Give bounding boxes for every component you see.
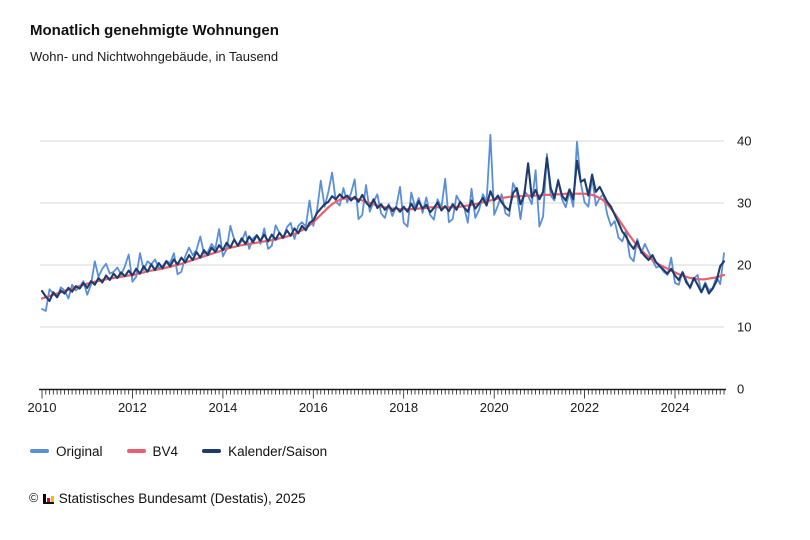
legend-item-bv4: BV4 <box>126 443 179 459</box>
svg-text:2010: 2010 <box>28 400 57 415</box>
chart-canvas: 2010 2012 2014 2016 2018 2020 2022 2024 0 10 20 30 4… <box>28 133 752 416</box>
svg-text:2020: 2020 <box>480 400 509 415</box>
logo-bar-red <box>47 498 50 502</box>
legend-label-bv4: BV4 <box>152 443 179 459</box>
chart-subtitle: Wohn- und Nichtwohngebäude, in Tausend <box>30 49 279 64</box>
destatis-bar-chart-icon <box>43 492 54 504</box>
series-line-kalender-saison <box>40 156 726 303</box>
svg-text:2014: 2014 <box>208 400 237 415</box>
legend-swatch-bv4 <box>126 449 146 453</box>
legend-label-original: Original <box>56 443 103 459</box>
legend-item-kalender-saison: Kalender/Saison <box>202 444 327 459</box>
svg-text:2024: 2024 <box>661 400 690 415</box>
svg-text:2012: 2012 <box>118 400 147 415</box>
series-line-bv4 <box>40 192 726 300</box>
svg-text:2022: 2022 <box>570 400 599 415</box>
copyright-symbol: © <box>29 490 39 505</box>
svg-text:20: 20 <box>737 258 751 273</box>
logo-bar-gold <box>51 496 54 502</box>
source-text: Statistisches Bundesamt (Destatis), 2025 <box>58 490 306 506</box>
legend-swatch-kalender-saison <box>202 449 222 453</box>
y-axis-labels: 0 10 20 30 40 <box>737 134 751 397</box>
chart-legend: Original BV4 Kalender/Saison <box>30 442 327 460</box>
x-axis-ticks <box>41 390 725 399</box>
svg-text:30: 30 <box>737 196 751 211</box>
logo-bar-black <box>43 494 46 502</box>
legend-swatch-original <box>30 449 49 453</box>
svg-text:2016: 2016 <box>299 400 328 415</box>
x-axis-labels: 2010 2012 2014 2016 2018 2020 2022 2024 <box>28 400 690 415</box>
page-title: Monatlich genehmigte Wohnungen <box>30 22 279 39</box>
legend-label-kalender-saison: Kalender/Saison <box>228 443 328 459</box>
svg-text:2018: 2018 <box>389 400 418 415</box>
legend-item-original: Original <box>30 444 103 459</box>
svg-text:40: 40 <box>737 134 751 149</box>
series-line-original <box>41 133 725 312</box>
gridlines <box>40 140 724 328</box>
svg-text:0: 0 <box>737 382 744 397</box>
source-footer: © Statistisches Bundesamt (Destatis), 20… <box>29 489 306 507</box>
svg-text:10: 10 <box>737 320 751 335</box>
